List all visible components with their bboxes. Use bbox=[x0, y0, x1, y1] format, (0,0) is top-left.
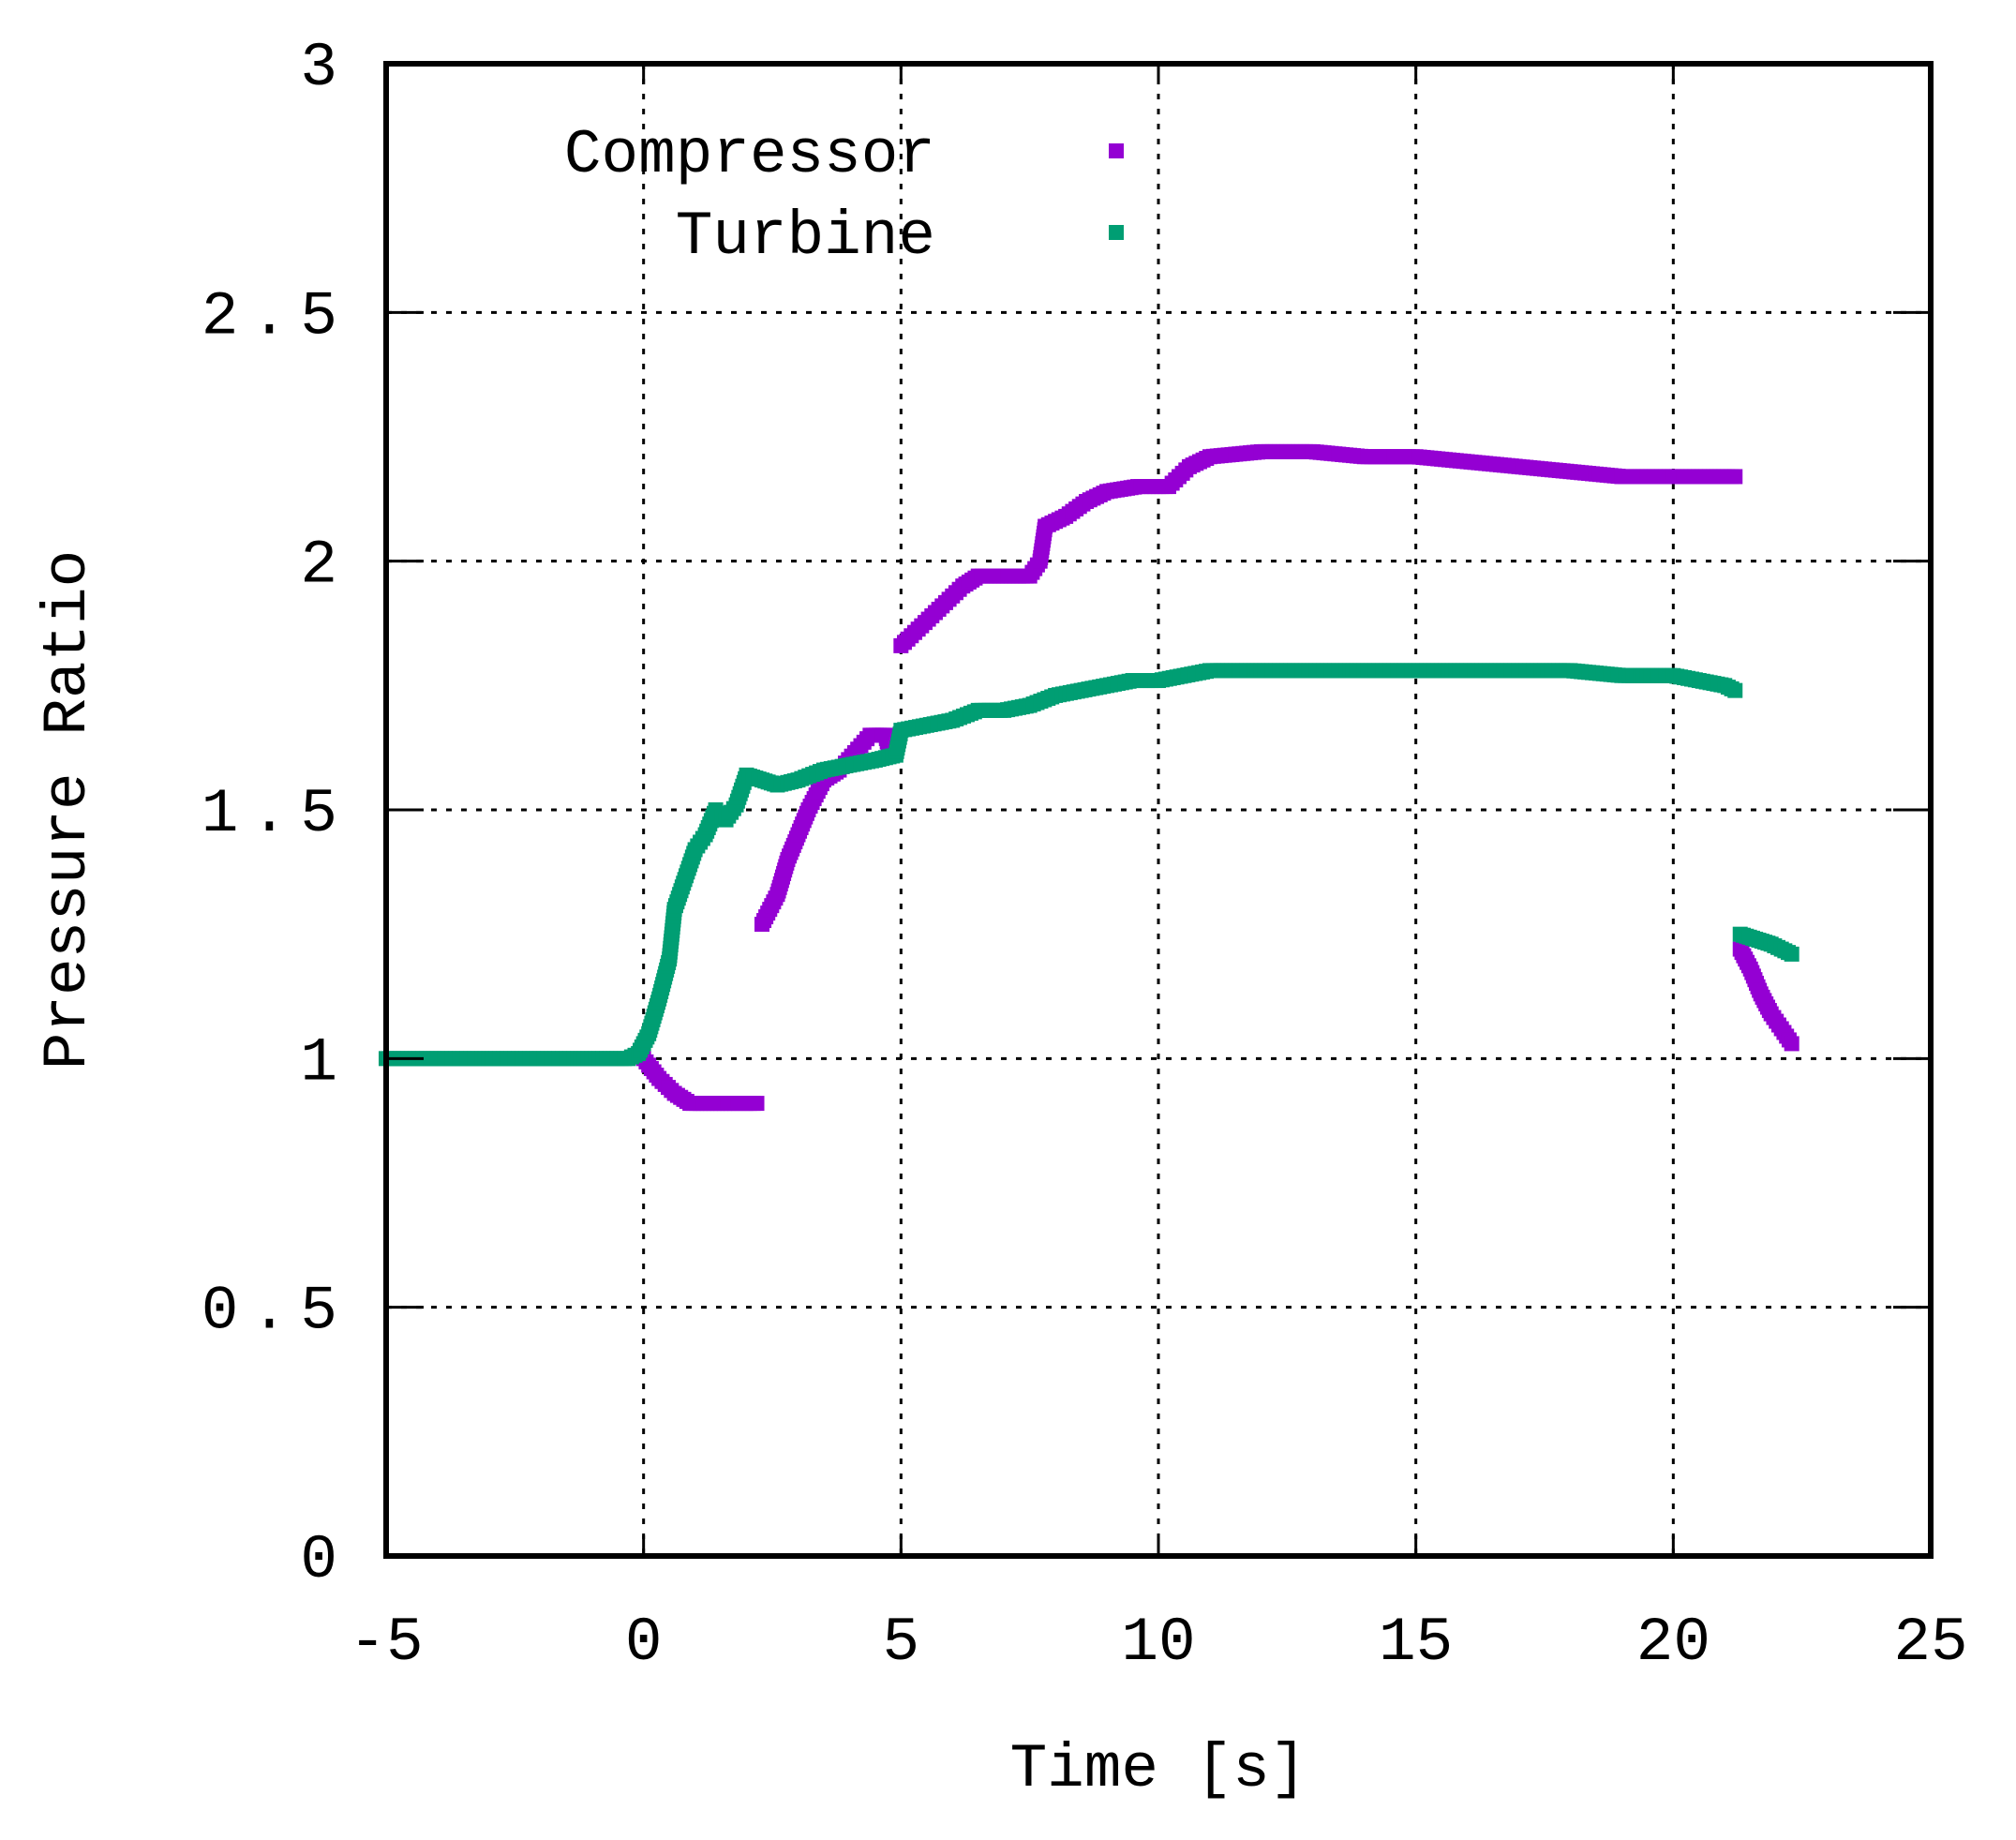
y-tick-label: 3 bbox=[300, 33, 337, 103]
series-turbine bbox=[379, 663, 1799, 1067]
legend: Compressor Turbine bbox=[564, 120, 1124, 272]
x-tick-label: 0 bbox=[625, 1608, 663, 1678]
y-tick-label: 1 . 5 bbox=[202, 779, 337, 849]
legend-marker-compressor bbox=[1109, 143, 1124, 158]
x-axis-ticks: -5 0 5 10 15 20 25 bbox=[349, 64, 1968, 1678]
legend-label-compressor: Compressor bbox=[564, 120, 935, 190]
x-tick-label: 5 bbox=[883, 1608, 920, 1678]
legend-marker-turbine bbox=[1109, 225, 1124, 240]
legend-label-turbine: Turbine bbox=[676, 202, 935, 272]
x-tick-label: 10 bbox=[1121, 1608, 1195, 1678]
x-tick-label: 20 bbox=[1636, 1608, 1710, 1678]
data-series bbox=[379, 443, 1799, 1112]
plot-frame bbox=[383, 61, 1934, 1559]
y-axis-ticks: 0 0 . 5 1 1 . 5 2 2 . 5 3 bbox=[202, 33, 1931, 1595]
y-tick-label: 1 bbox=[300, 1027, 337, 1098]
x-tick-label: 15 bbox=[1379, 1608, 1453, 1678]
x-axis-label: Time [s] bbox=[1010, 1734, 1307, 1804]
y-tick-label: 0 . 5 bbox=[202, 1277, 337, 1347]
grid-lines bbox=[386, 64, 1931, 1556]
y-tick-label: 2 . 5 bbox=[202, 281, 337, 352]
x-tick-label: -5 bbox=[349, 1608, 423, 1678]
y-tick-label: 0 bbox=[300, 1525, 337, 1595]
y-axis-label: Pressure Ratio bbox=[33, 550, 103, 1070]
x-tick-label: 25 bbox=[1893, 1608, 1967, 1678]
y-tick-label: 2 bbox=[300, 531, 337, 601]
